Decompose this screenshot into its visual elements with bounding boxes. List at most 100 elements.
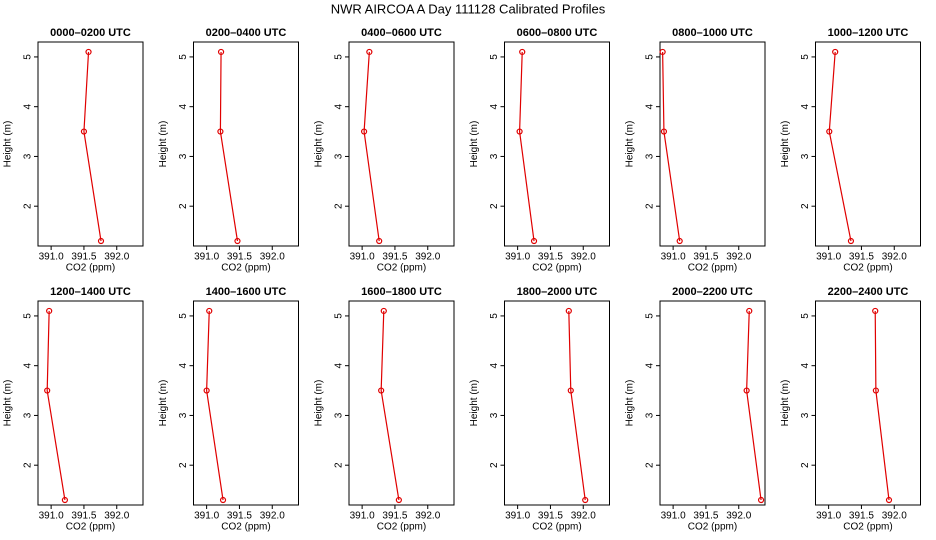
y-axis-label: Height (m)	[625, 121, 636, 168]
plot-frame	[37, 300, 144, 506]
figure-title: NWR AIRCOA A Day 111128 Calibrated Profi…	[331, 1, 606, 16]
data-point	[80, 128, 88, 135]
y-tick-label: 2	[489, 203, 500, 209]
plot-frame	[659, 41, 766, 247]
data-point	[743, 387, 750, 394]
data-point	[516, 128, 523, 135]
y-tick-label: 4	[645, 103, 656, 109]
x-tick-label: 392.0	[726, 252, 751, 263]
data-point	[659, 48, 666, 56]
panel-title: 0600–0800 UTC	[517, 27, 598, 39]
profile-line	[828, 51, 852, 242]
data-point	[217, 128, 224, 135]
x-tick-label: 392.0	[726, 511, 751, 522]
data-point	[44, 387, 51, 394]
x-tick-label: 391.5	[849, 252, 874, 263]
x-tick-label: 392.0	[415, 252, 440, 263]
profile-line	[380, 310, 400, 501]
y-tick-label: 4	[800, 103, 811, 109]
data-point	[567, 387, 574, 394]
data-point	[378, 387, 385, 394]
data-point	[847, 237, 855, 245]
plot-frame	[348, 300, 455, 506]
profile-line	[219, 51, 239, 242]
y-tick-label: 5	[645, 54, 656, 60]
panel-title: 0000–0200 UTC	[50, 27, 131, 39]
x-axis-label: CO2 (ppm)	[377, 522, 426, 533]
x-axis-label: CO2 (ppm)	[377, 263, 426, 274]
data-point	[826, 128, 833, 135]
profile-line	[874, 310, 890, 501]
profile-line	[206, 310, 224, 501]
profile-line	[568, 310, 586, 501]
profile-line	[662, 51, 681, 242]
y-tick-label: 2	[800, 203, 811, 209]
x-axis-label: CO2 (ppm)	[843, 263, 892, 274]
x-tick-label: 392.0	[260, 511, 285, 522]
x-tick-label: 391.5	[538, 252, 563, 263]
y-axis-label: Height (m)	[314, 380, 325, 427]
data-point	[360, 128, 368, 135]
data-point	[97, 237, 105, 245]
data-point	[376, 237, 383, 245]
x-axis-label: CO2 (ppm)	[221, 522, 270, 533]
x-axis-label: CO2 (ppm)	[532, 263, 581, 274]
data-point	[46, 307, 53, 315]
panel-title: 0200–0400 UTC	[206, 27, 287, 39]
y-tick-label: 3	[178, 412, 189, 418]
y-axis-label: Height (m)	[3, 121, 14, 168]
y-tick-label: 4	[334, 362, 345, 368]
data-point	[872, 307, 879, 315]
x-tick-label: 391.0	[39, 252, 64, 263]
x-tick-label: 391.0	[816, 511, 841, 522]
y-tick-label: 4	[178, 362, 189, 368]
data-point	[660, 128, 668, 135]
y-tick-label: 4	[800, 362, 811, 368]
y-tick-label: 2	[645, 462, 656, 468]
x-tick-label: 391.0	[350, 252, 375, 263]
y-tick-label: 3	[800, 153, 811, 159]
y-tick-label: 2	[178, 203, 189, 209]
y-tick-label: 4	[334, 103, 345, 109]
panel-title: 1600–1800 UTC	[361, 286, 442, 298]
y-tick-label: 2	[334, 203, 345, 209]
y-tick-label: 3	[489, 153, 500, 159]
x-tick-label: 391.0	[39, 511, 64, 522]
x-tick-label: 391.0	[816, 252, 841, 263]
plot-frame	[504, 300, 610, 506]
x-tick-label: 391.5	[71, 252, 96, 263]
x-tick-label: 391.0	[194, 511, 219, 522]
x-tick-label: 391.0	[505, 511, 530, 522]
x-tick-label: 392.0	[571, 511, 596, 522]
x-tick-label: 391.0	[350, 511, 375, 522]
plot-frame	[815, 300, 921, 506]
y-tick-label: 2	[489, 462, 500, 468]
x-tick-label: 392.0	[260, 252, 285, 263]
data-point	[203, 387, 210, 394]
x-axis-label: CO2 (ppm)	[688, 522, 737, 533]
x-tick-label: 391.5	[849, 511, 874, 522]
y-axis-label: Height (m)	[314, 121, 325, 168]
x-tick-label: 391.5	[227, 511, 252, 522]
panel-title: 1000–1200 UTC	[828, 27, 909, 39]
x-axis-label: CO2 (ppm)	[66, 522, 115, 533]
panel-title: 0400–0600 UTC	[361, 27, 442, 39]
y-axis-label: Height (m)	[3, 380, 14, 427]
y-tick-label: 4	[645, 362, 656, 368]
y-tick-label: 5	[489, 313, 500, 319]
y-axis-label: Height (m)	[469, 121, 480, 168]
data-point	[61, 496, 69, 504]
y-tick-label: 2	[334, 462, 345, 468]
y-tick-label: 2	[645, 203, 656, 209]
data-point	[217, 48, 225, 56]
y-tick-label: 3	[489, 412, 500, 418]
profile-line	[518, 51, 535, 242]
data-point	[380, 307, 387, 315]
y-tick-label: 5	[645, 313, 656, 319]
data-point	[530, 237, 538, 245]
y-tick-label: 2	[178, 462, 189, 468]
x-tick-label: 392.0	[882, 252, 907, 263]
data-point	[206, 307, 213, 315]
x-tick-label: 391.5	[693, 511, 718, 522]
